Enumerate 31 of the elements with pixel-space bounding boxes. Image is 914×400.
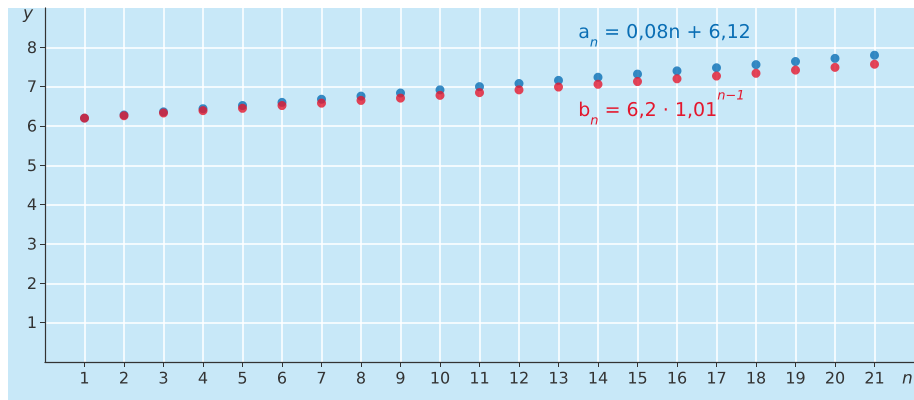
x-tick-label: 13 — [548, 368, 569, 388]
x-tick-label: 5 — [237, 368, 248, 388]
x-tick-label: 7 — [316, 368, 327, 388]
y-tick-label: 7 — [26, 77, 37, 96]
x-tick-label: 15 — [627, 368, 648, 388]
x-tick-label: 14 — [588, 368, 608, 388]
y-tick-label: 1 — [26, 313, 37, 332]
y-tick-label: 3 — [26, 234, 37, 254]
y-tick-label: 6 — [26, 116, 37, 136]
x-tick-label: 18 — [746, 368, 766, 388]
x-tick-label: 9 — [395, 368, 406, 388]
x-tick-label: 19 — [785, 368, 806, 388]
x-tick-label: 11 — [469, 368, 490, 388]
x-axis-title: n — [902, 368, 913, 388]
y-tick-label: 8 — [26, 38, 37, 57]
y-tick-label: 4 — [26, 195, 37, 214]
x-tick-label: 10 — [430, 368, 450, 388]
x-tick-label: 4 — [198, 368, 208, 388]
x-tick-label: 16 — [666, 368, 688, 388]
x-tick-label: 2 — [118, 368, 130, 388]
y-tick-label: 2 — [26, 274, 37, 293]
x-tick-label: 20 — [824, 368, 846, 388]
y-tick-label: 5 — [26, 156, 37, 175]
x-tick-label: 1 — [79, 368, 90, 388]
x-tick-label: 3 — [158, 368, 169, 388]
x-tick-label: 21 — [864, 368, 885, 388]
y-axis-title: y — [22, 4, 34, 24]
x-tick-label: 6 — [276, 368, 288, 388]
x-tick-label: 12 — [508, 368, 530, 388]
x-tick-label: 8 — [356, 368, 366, 388]
x-tick-label: 17 — [706, 368, 727, 388]
